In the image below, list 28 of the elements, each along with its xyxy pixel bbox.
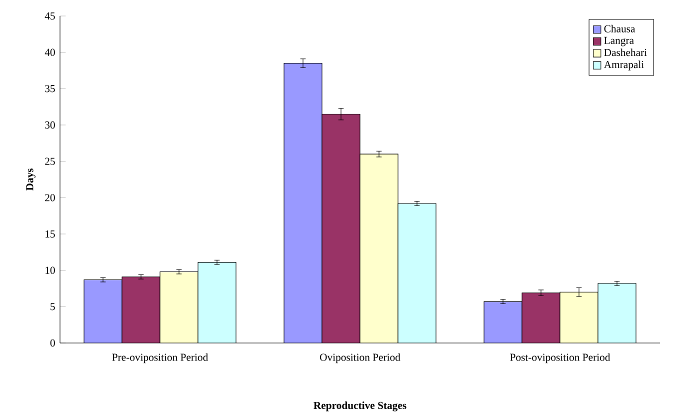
bar: [598, 283, 636, 343]
bar: [322, 114, 360, 343]
legend-label: Amrapali: [604, 60, 644, 70]
y-tick-label: 25: [45, 158, 55, 165]
x-tick-label: Pre-oviposition Period: [112, 353, 208, 364]
y-tick-label: 20: [45, 194, 55, 202]
bar: [560, 292, 598, 343]
x-tick-label: Oviposition Period: [320, 353, 400, 364]
y-tick-label: 15: [46, 230, 55, 238]
legend-label: Langra: [604, 36, 634, 46]
bar: [522, 292, 560, 343]
y-tick-label: 30: [45, 121, 55, 129]
y-axis-title: Days: [26, 168, 36, 191]
y-tick-label: 5: [50, 303, 55, 310]
y-tick-label: 45: [44, 12, 55, 20]
bar: [122, 276, 160, 343]
legend-label: Dashehari: [604, 48, 647, 56]
legend-label: Chausa: [604, 24, 636, 32]
bar: [160, 272, 198, 343]
bar: [398, 203, 436, 343]
y-tick-label: 35: [45, 85, 55, 92]
x-tick-label: Post-oviposition Period: [510, 353, 610, 364]
y-tick-label: 40: [44, 48, 55, 56]
y-tick-label: 10: [46, 266, 55, 274]
bar: [198, 262, 236, 343]
bar: [360, 154, 398, 343]
y-tick-label: 0: [50, 339, 55, 347]
x-axis-title: Reproductive Stages: [314, 402, 406, 412]
